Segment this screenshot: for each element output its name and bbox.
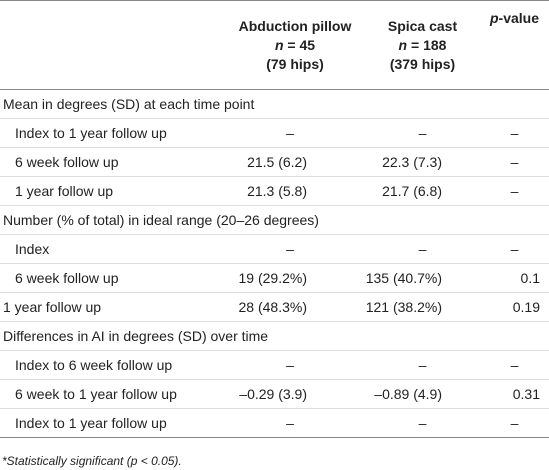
data-row: 6 week follow up 21.5 (6.2) 22.3 (7.3) – [0,147,549,177]
cell: 21.3 (5.8) [225,176,365,206]
footnote: *Statistically significant (p < 0.05). [2,454,182,468]
header-n: n = 45 [225,36,365,55]
row-label: 1 year follow up [0,176,225,206]
n-symbol: n [398,36,408,53]
row-label: 6 week follow up [0,147,225,177]
cell: – [225,234,365,264]
cell: – [480,234,549,264]
cell: – [480,118,549,148]
row-label: 6 week to 1 year follow up [0,379,225,409]
header-cell: Spica cast n = 188 (379 hips) [365,1,480,90]
data-row: Index to 1 year follow up – – – [0,118,549,148]
row-label: Index to 1 year follow up [0,408,225,438]
cell: – [480,350,549,380]
row-label: Index to 6 week follow up [0,350,225,380]
n-value: = 188 [407,36,447,53]
cell: 28 (48.3%) [225,292,365,322]
header-n: n = 188 [365,36,480,55]
data-table: Abduction pillow n = 45 (79 hips) Spica … [0,0,549,438]
header-title: Abduction pillow [238,17,352,34]
cell: 0.1 [480,263,549,293]
row-label: Index [0,234,225,264]
cell: –0.29 (3.9) [225,379,365,409]
data-row: Index – – – [0,234,549,264]
section-row: Differences in AI in degrees (SD) over t… [0,321,549,351]
cell: 135 (40.7%) [365,263,480,293]
cell: 19 (29.2%) [225,263,365,293]
header-hips: (379 hips) [389,55,456,72]
data-row: 6 week to 1 year follow up –0.29 (3.9) –0.… [0,379,549,409]
cell: 121 (38.2%) [365,292,480,322]
cell: – [365,118,480,148]
cell: – [480,408,549,438]
cell: – [365,408,480,438]
cell: – [225,408,365,438]
data-row: 1 year follow up 21.3 (5.8) 21.7 (6.8) – [0,176,549,206]
header-cell: Abduction pillow n = 45 (79 hips) [225,1,365,90]
header-cell: p-value [480,1,549,90]
cell: 21.5 (6.2) [225,147,365,177]
cell: – [365,350,480,380]
row-label: Index to 1 year follow up [0,118,225,148]
n-value: = 45 [283,36,316,53]
cell: – [365,234,480,264]
row-label: 6 week follow up [0,263,225,293]
section-label: Mean in degrees (SD) at each time point [0,89,549,119]
header-row: Abduction pillow n = 45 (79 hips) Spica … [0,0,549,90]
row-label: 1 year follow up [0,292,225,322]
cell: 21.7 (6.8) [365,176,480,206]
section-row: Number (% of total) in ideal range (20–2… [0,205,549,235]
cell: 0.19 [480,292,549,322]
data-row: 1 year follow up 28 (48.3%) 121 (38.2%) 0.1… [0,292,549,322]
header-title: Spica cast [387,17,458,34]
cell: –0.89 (4.9) [365,379,480,409]
p-rest: -value [498,10,540,26]
cell: – [225,118,365,148]
cell: – [480,147,549,177]
data-row: 6 week follow up 19 (29.2%) 135 (40.7%) 0.1 [0,263,549,293]
section-label: Differences in AI in degrees (SD) over t… [0,321,549,351]
data-row: Index to 6 week follow up – – – [0,350,549,380]
table-body: Mean in degrees (SD) at each time point I… [0,89,549,438]
data-row: Index to 1 year follow up – – – [0,408,549,438]
cell: – [480,176,549,206]
header-cell [0,1,225,90]
section-row: Mean in degrees (SD) at each time point [0,89,549,119]
section-label: Number (% of total) in ideal range (20–2… [0,205,549,235]
cell: 0.31 [480,379,549,409]
n-symbol: n [274,36,284,53]
p-symbol: p [489,10,499,26]
header-hips: (79 hips) [266,55,324,72]
cell: 22.3 (7.3) [365,147,480,177]
cell: – [225,350,365,380]
